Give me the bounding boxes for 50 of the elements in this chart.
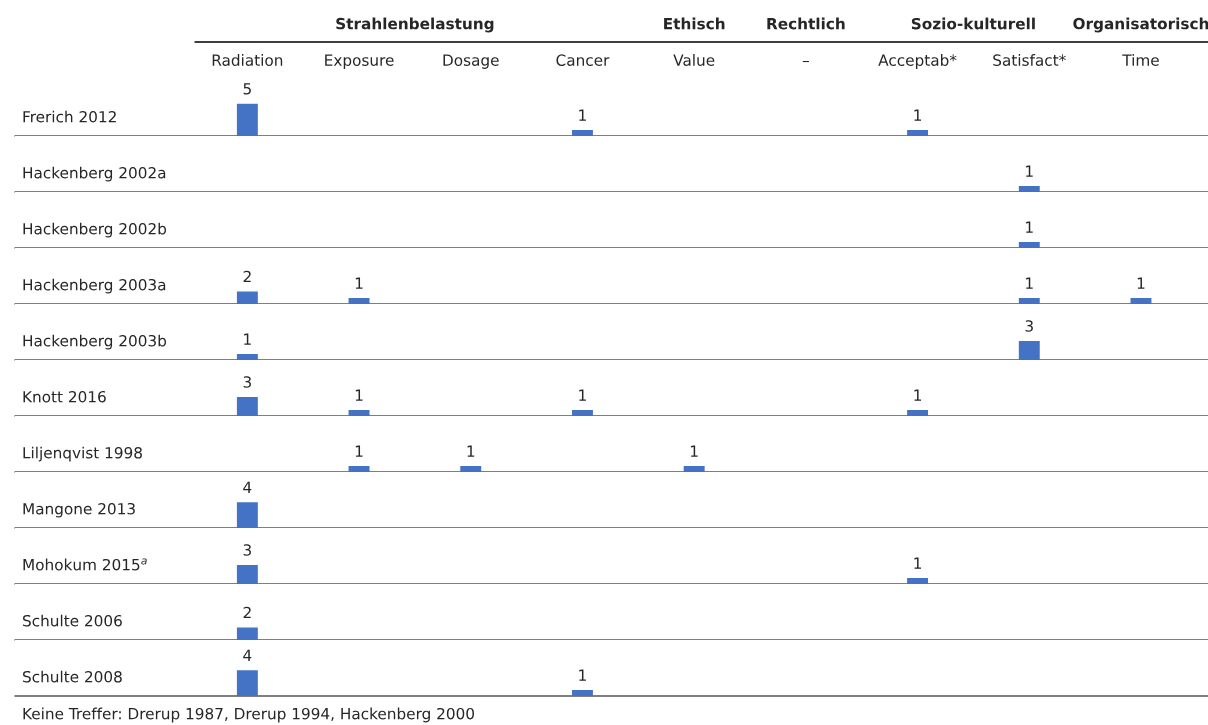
data-label: 3 [243,544,251,556]
chart-title: Liljenqvist 1998 [23,446,142,462]
data-label: 5 [243,83,251,95]
data-label: 1 [914,557,922,569]
chart-title: Hackenberg 2002b [23,222,167,238]
chart-title: Hackenberg 2002a [23,166,166,182]
x-tick-label: Value [673,54,715,66]
data-label: 4 [243,649,252,661]
text: Keine Treffer: Drerup 1987, Drerup 1994, Hackenberg 2000 [23,707,475,723]
data-label: 1 [355,389,363,401]
chart-title: Mohokum 2015$^{a}$ [23,558,147,571]
data-label: 4 [243,481,252,493]
data-label: 1 [467,445,475,457]
data-label: 1 [244,333,251,345]
x-tick-label: Acceptab* [878,54,957,69]
data-label: 1 [355,445,363,457]
x-tick-label: Satisfact* [993,54,1066,66]
text: Rechtlich [767,17,845,30]
x-tick-label: Exposure [325,54,394,69]
x-tick-label: Cancer [556,54,610,66]
text: Sozio-kulturell [911,17,1035,30]
data-label: 1 [1026,277,1033,289]
data-label: 1 [914,109,922,121]
x-tick-label: – [802,60,809,63]
data-label: 1 [355,277,363,289]
x-tick-label: Time [1122,54,1159,66]
text: Organisatorisch [1073,17,1208,33]
data-label: 1 [579,389,586,401]
x-tick-label: Radiation [212,54,283,66]
data-label: 3 [1025,320,1033,332]
text: Ethisch [664,17,725,30]
data-label: 1 [1026,221,1033,233]
chart-title: Schulte 2008 [23,670,122,683]
chart-title: Hackenberg 2003a [23,278,166,294]
text: Knott 2016 [23,390,106,403]
chart-title: Hackenberg 2003b [23,334,167,350]
chart-title: Schulte 2006 [23,614,122,627]
data-label: 1 [690,445,698,457]
chart-title: Mangone 2013 [23,502,135,518]
text: Strahlenbelastung [336,17,494,33]
data-label: 1 [914,389,922,401]
data-label: 3 [243,376,251,388]
data-label: 2 [243,270,251,283]
data-label: 2 [243,606,251,619]
data-label: 1 [1137,277,1145,289]
data-label: 1 [1026,165,1033,177]
x-tick-label: Dosage [443,54,499,69]
data-label: 1 [579,109,586,121]
chart-title: Frerich 2012 [23,110,116,123]
data-label: 1 [579,669,586,681]
